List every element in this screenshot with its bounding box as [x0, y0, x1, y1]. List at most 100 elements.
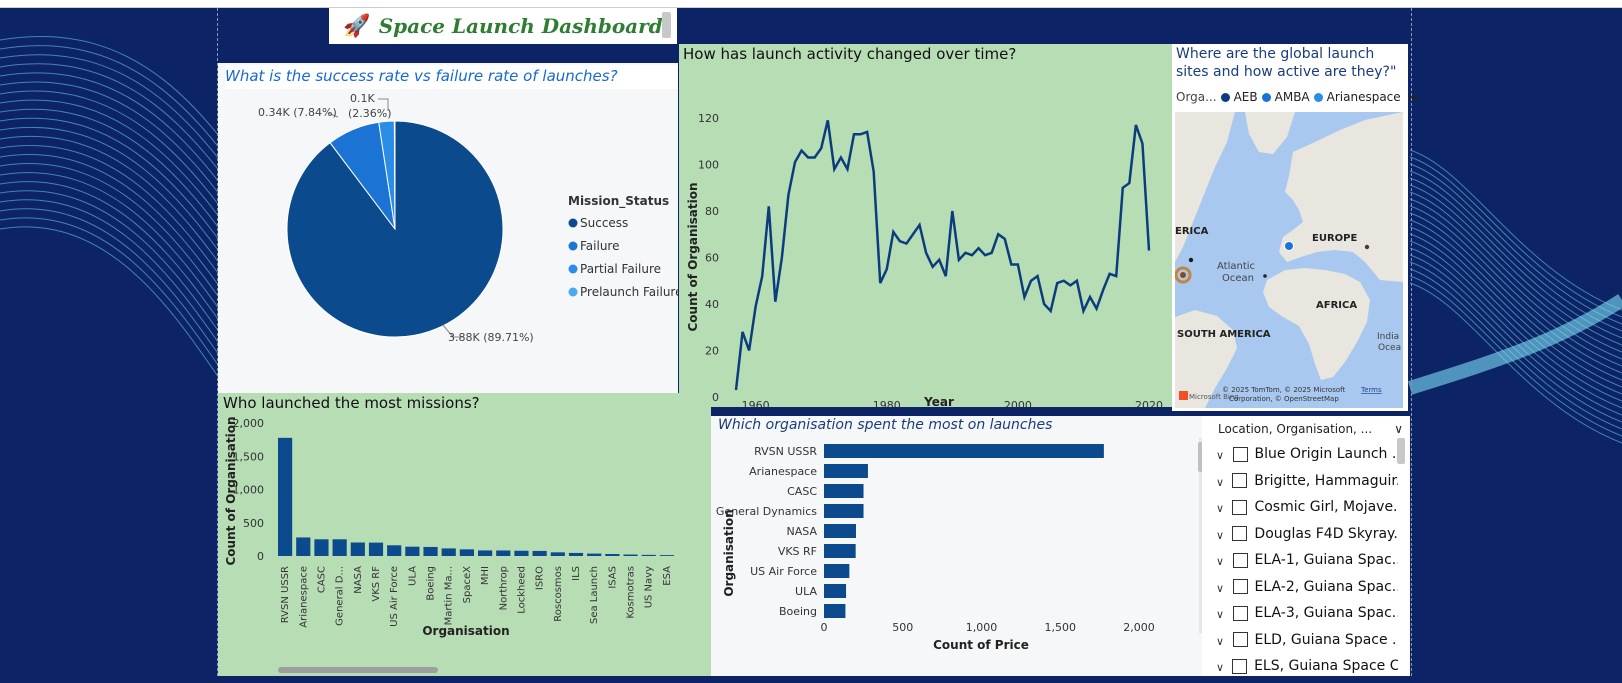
bar-7[interactable]: [405, 546, 420, 556]
line-chart[interactable]: 0 20 40 60 80 100 120 1960 1980 2000 2020 Year Count…: [679, 66, 1172, 407]
bar-4[interactable]: [350, 542, 365, 556]
slicer-checkbox[interactable]: [1232, 605, 1248, 621]
slicer-checkbox[interactable]: [1232, 632, 1248, 648]
bar-category-label: General D...: [335, 566, 346, 626]
bar-17[interactable]: [587, 553, 602, 556]
bar-16[interactable]: [568, 552, 584, 556]
hbar-xtick: 0: [821, 621, 828, 634]
slicer-checkbox[interactable]: [1232, 658, 1248, 674]
map-visual[interactable]: Where are the global launch sites and ho…: [1172, 44, 1418, 411]
terms-link[interactable]: Terms: [1360, 386, 1382, 394]
slicer-item[interactable]: ∨ Blue Origin Launch ...: [1216, 441, 1398, 468]
line-series[interactable]: [734, 120, 1151, 391]
bar-category-label: Roscosmos: [553, 566, 564, 622]
slicer-item[interactable]: ∨ Douglas F4D Skyray...: [1216, 521, 1398, 548]
slicer-item[interactable]: ∨ ELA-3, Guiana Spac...: [1216, 600, 1398, 627]
expand-chevron-icon[interactable]: ∨: [1216, 475, 1225, 489]
bar-chart[interactable]: 0 500 1,000 1,500 2,000 RVSN USSR Arianespace C…: [218, 411, 711, 669]
pie-slice-prelaunch-failure[interactable]: [393, 120, 396, 230]
slicer-item[interactable]: ∨ ELA-2, Guiana Spac...: [1216, 574, 1398, 601]
launch-site-baikonur[interactable]: [1364, 244, 1370, 250]
hbar-7[interactable]: [824, 584, 847, 598]
bar-0[interactable]: [278, 437, 293, 556]
bar-9[interactable]: [441, 548, 456, 556]
expand-chevron-icon[interactable]: ∨: [1216, 449, 1225, 463]
location-slicer[interactable]: Location, Organisation, ... ∨ ∨ Blue Orig…: [1202, 416, 1410, 676]
slicer-item[interactable]: ∨ Cosmic Girl, Mojave...: [1216, 494, 1398, 521]
hbar-chart[interactable]: RVSN USSR Arianespace CASC General Dynamics…: [711, 438, 1197, 676]
world-map[interactable]: ERICA EUROPE Atlantic Ocean AFRICA SOUTH…: [1175, 112, 1403, 408]
bar-5[interactable]: [368, 542, 384, 556]
chevron-down-icon[interactable]: ∨: [1394, 422, 1403, 436]
hbar-1[interactable]: [824, 464, 868, 478]
expand-chevron-icon[interactable]: ∨: [1216, 581, 1225, 595]
hbar-2[interactable]: [824, 484, 864, 498]
hbar-3[interactable]: [824, 504, 864, 518]
bar-13[interactable]: [514, 550, 529, 556]
launch-site-atlantic[interactable]: [1263, 274, 1267, 278]
bar-horizontal-scrollbar[interactable]: [278, 667, 438, 673]
slicer-item[interactable]: ∨ ELD, Guiana Space ...: [1216, 627, 1398, 654]
hbar-category-label: VKS RF: [778, 545, 817, 558]
pie-chart[interactable]: 3.88K (89.71%) 0.34K (7.84%) 0.1K (2.36%) Mi…: [218, 87, 678, 393]
bar-15[interactable]: [550, 552, 565, 556]
pie-chart-visual[interactable]: What is the success rate vs failure rate…: [218, 63, 678, 393]
slicer-checkbox[interactable]: [1232, 579, 1248, 595]
bar-12[interactable]: [496, 550, 511, 556]
line-chart-visual[interactable]: How has launch activity changed over tim…: [679, 44, 1172, 407]
expand-chevron-icon[interactable]: ∨: [1216, 502, 1225, 516]
hbar-6[interactable]: [824, 564, 850, 578]
bar-19[interactable]: [623, 554, 638, 556]
legend-dot-amba: [1261, 92, 1271, 102]
expand-chevron-icon[interactable]: ∨: [1216, 555, 1225, 569]
line-question-title: How has launch activity changed over tim…: [683, 45, 1017, 63]
legend-next-arrow-icon[interactable]: ▶: [1410, 91, 1419, 103]
slicer-checkbox[interactable]: [1232, 446, 1248, 462]
hbar-vertical-scrollbar[interactable]: [1198, 442, 1205, 472]
slicer-checkbox[interactable]: [1232, 473, 1248, 489]
bar-chart-visual[interactable]: Who launched the most missions? 0 500 1,00…: [218, 393, 711, 676]
hbar-scroll-track: [1199, 438, 1204, 633]
slicer-header[interactable]: Location, Organisation, ... ∨: [1218, 422, 1403, 436]
hbar-category-label: Boeing: [779, 605, 817, 618]
launch-site-europe[interactable]: [1284, 241, 1294, 251]
bar-6[interactable]: [387, 545, 402, 556]
bar-14[interactable]: [532, 550, 547, 556]
expand-chevron-icon[interactable]: ∨: [1216, 634, 1225, 648]
line-ytick: 100: [698, 159, 719, 172]
bg-wave-right: [1409, 247, 1622, 409]
hbar-question-title: Which organisation spent the most on lau…: [718, 417, 1053, 433]
bar-2[interactable]: [314, 539, 329, 556]
bar-20[interactable]: [641, 554, 656, 556]
bar-3[interactable]: [332, 539, 347, 556]
hbar-0[interactable]: [824, 444, 1104, 458]
expand-chevron-icon[interactable]: ∨: [1216, 608, 1225, 622]
launch-site-kourou[interactable]: [1175, 266, 1192, 284]
bar-11[interactable]: [478, 550, 493, 556]
bar-10[interactable]: [459, 549, 474, 556]
hbar-4[interactable]: [824, 524, 856, 538]
slicer-checkbox[interactable]: [1232, 526, 1248, 542]
bar-ytick: 2,000: [233, 417, 265, 430]
expand-chevron-icon[interactable]: ∨: [1216, 661, 1225, 675]
bar-8[interactable]: [423, 546, 438, 556]
title-scrollbar[interactable]: [662, 12, 671, 38]
hbar-chart-visual[interactable]: Which organisation spent the most on lau…: [711, 416, 1205, 676]
slicer-item[interactable]: ∨ ELA-1, Guiana Spac...: [1216, 547, 1398, 574]
bar-ytick: 0: [257, 550, 264, 563]
bar-category-label: Sea Launch: [589, 566, 600, 624]
bar-category-label: ISAS: [607, 566, 618, 589]
slicer-scrollbar[interactable]: [1397, 438, 1405, 464]
slicer-checkbox[interactable]: [1232, 499, 1248, 515]
bar-category-label: RVSN USSR: [280, 566, 291, 623]
launch-site-north-america[interactable]: [1188, 257, 1194, 263]
slicer-checkbox[interactable]: [1232, 552, 1248, 568]
hbar-5[interactable]: [824, 544, 856, 558]
expand-chevron-icon[interactable]: ∨: [1216, 528, 1225, 542]
bar-18[interactable]: [605, 554, 620, 556]
slicer-item[interactable]: ∨ Brigitte, Hammaguir...: [1216, 468, 1398, 495]
slicer-item[interactable]: ∨ ELS, Guiana Space C...: [1216, 653, 1398, 676]
bar-1[interactable]: [296, 537, 311, 556]
bar-21[interactable]: [659, 555, 674, 556]
hbar-8[interactable]: [824, 604, 846, 618]
